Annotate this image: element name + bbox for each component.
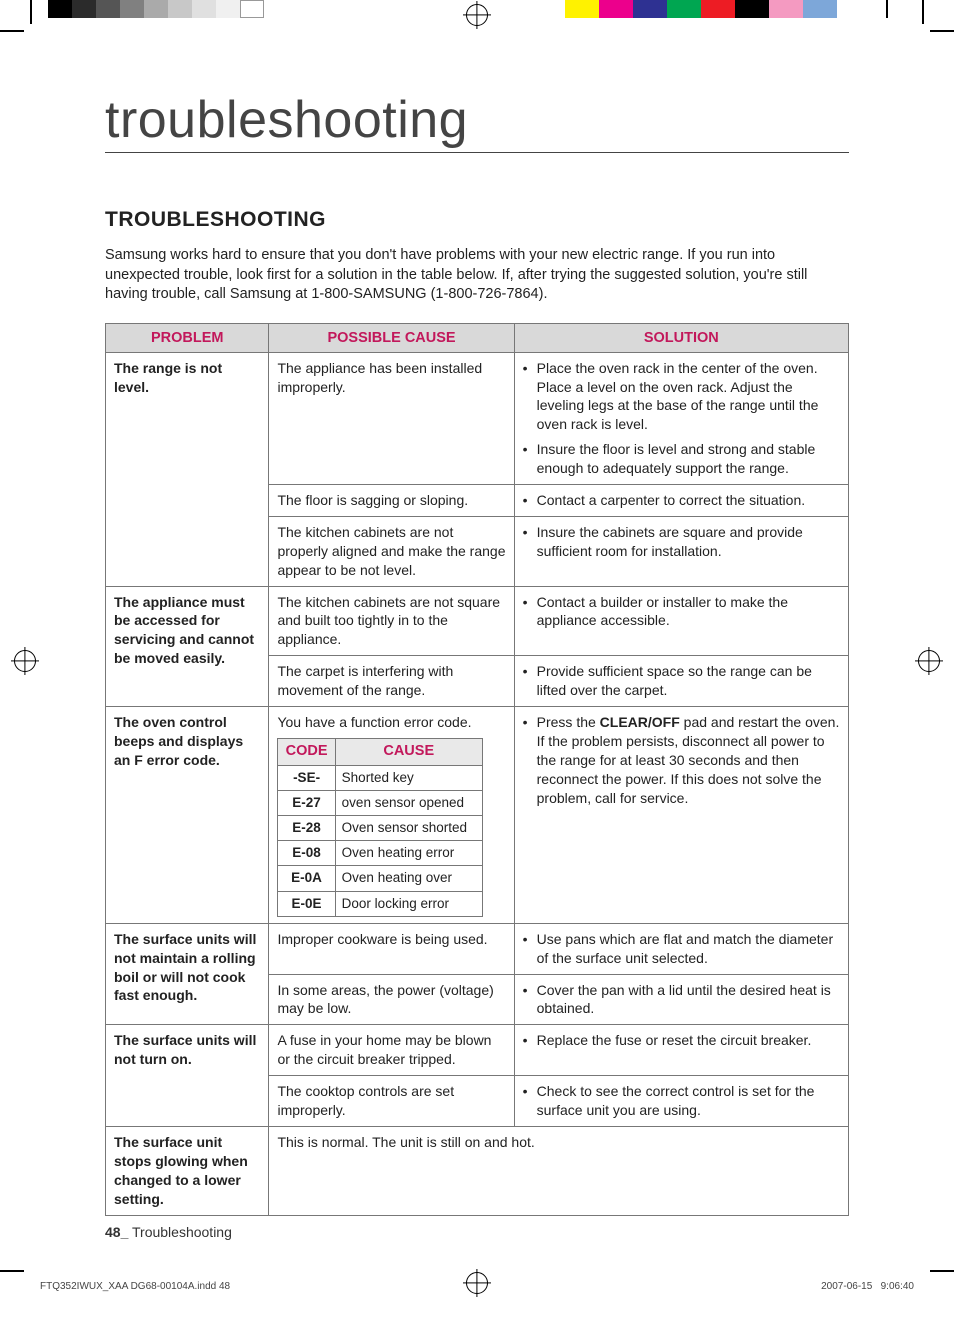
col-problem: PROBLEM bbox=[106, 323, 269, 352]
cause-cell: In some areas, the power (voltage) may b… bbox=[269, 974, 514, 1025]
solution-cell: Contact a builder or installer to make t… bbox=[514, 586, 848, 656]
solution-cell: Press the CLEAR/OFF pad and restart the … bbox=[514, 707, 848, 924]
solution-cell: Use pans which are flat and match the di… bbox=[514, 923, 848, 974]
cause-cell: The floor is sagging or sloping. bbox=[269, 485, 514, 517]
cause-cell: The carpet is interfering with movement … bbox=[269, 656, 514, 707]
page-footer: 48_ Troubleshooting bbox=[105, 1224, 232, 1240]
solution-cell: Provide sufficient space so the range ca… bbox=[514, 656, 848, 707]
table-row: The range is not level.The appliance has… bbox=[106, 352, 849, 484]
error-code-table: CODECAUSE-SE-Shorted keyE-27oven sensor … bbox=[277, 738, 482, 917]
cause-cell: A fuse in your home may be blown or the … bbox=[269, 1025, 514, 1076]
solution-cell: Replace the fuse or reset the circuit br… bbox=[514, 1025, 848, 1076]
registration-mark-icon bbox=[918, 650, 940, 672]
cause-cell: Improper cookware is being used. bbox=[269, 923, 514, 974]
problem-cell: The range is not level. bbox=[106, 352, 269, 586]
problem-cell: The surface units will not maintain a ro… bbox=[106, 923, 269, 1025]
problem-cell: The oven control beeps and displays an F… bbox=[106, 707, 269, 924]
cause-cell: This is normal. The unit is still on and… bbox=[269, 1126, 849, 1215]
col-solution: SOLUTION bbox=[514, 323, 848, 352]
cause-cell: You have a function error code.CODECAUSE… bbox=[269, 707, 514, 924]
solution-cell: Cover the pan with a lid until the desir… bbox=[514, 974, 848, 1025]
printer-color-bars bbox=[0, 0, 954, 20]
print-footline: FTQ352IWUX_XAA DG68-00104A.indd 48 2007-… bbox=[40, 1281, 914, 1292]
intro-text: Samsung works hard to ensure that you do… bbox=[105, 246, 849, 305]
problem-cell: The surface unit stops glowing when chan… bbox=[106, 1126, 269, 1215]
table-row: The surface units will not turn on.A fus… bbox=[106, 1025, 849, 1076]
solution-cell: Contact a carpenter to correct the situa… bbox=[514, 485, 848, 517]
section-heading: TROUBLESHOOTING bbox=[105, 208, 849, 232]
solution-cell: Insure the cabinets are square and provi… bbox=[514, 516, 848, 586]
troubleshooting-table: PROBLEM POSSIBLE CAUSE SOLUTION The rang… bbox=[105, 323, 849, 1216]
col-cause: POSSIBLE CAUSE bbox=[269, 323, 514, 352]
table-row: The oven control beeps and displays an F… bbox=[106, 707, 849, 924]
cause-cell: The kitchen cabinets are not properly al… bbox=[269, 516, 514, 586]
page-title: troubleshooting bbox=[105, 90, 849, 153]
problem-cell: The appliance must be accessed for servi… bbox=[106, 586, 269, 706]
table-row: The surface units will not maintain a ro… bbox=[106, 923, 849, 974]
cause-cell: The cooktop controls are set improperly. bbox=[269, 1076, 514, 1127]
cause-cell: The appliance has been installed imprope… bbox=[269, 352, 514, 484]
solution-cell: Check to see the correct control is set … bbox=[514, 1076, 848, 1127]
table-row: The appliance must be accessed for servi… bbox=[106, 586, 849, 656]
registration-mark-icon bbox=[14, 650, 36, 672]
problem-cell: The surface units will not turn on. bbox=[106, 1025, 269, 1127]
cause-cell: The kitchen cabinets are not square and … bbox=[269, 586, 514, 656]
solution-cell: Place the oven rack in the center of the… bbox=[514, 352, 848, 484]
table-row: The surface unit stops glowing when chan… bbox=[106, 1126, 849, 1215]
